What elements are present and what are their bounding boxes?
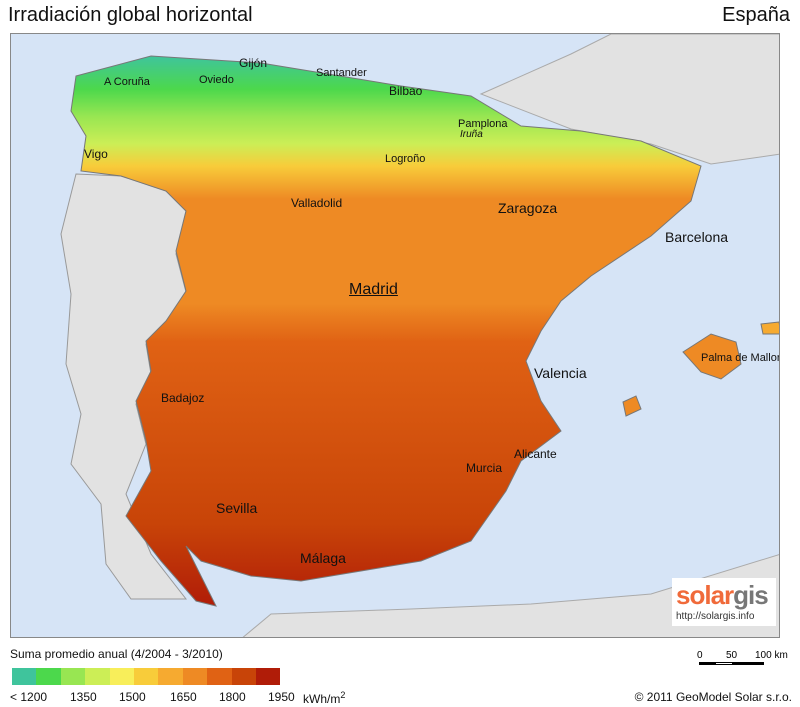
city-label: Gijón <box>239 56 268 70</box>
city-label: Bilbao <box>389 84 423 98</box>
city-label: Vigo <box>84 147 108 161</box>
map-svg <box>11 34 779 637</box>
logo-url: http://solargis.info <box>676 611 755 622</box>
city-label: Sevilla <box>216 500 258 516</box>
city-label: A Coruña <box>104 76 150 88</box>
africa-land <box>242 554 779 637</box>
irradiation-map: Gijón Oviedo Santander Bilbao A Coruña P… <box>10 33 780 638</box>
map-title: Irradiación global horizontal <box>8 4 253 26</box>
legend-swatch <box>12 668 37 685</box>
legend-swatch <box>85 668 110 685</box>
logo-text-gis: gis <box>733 580 769 610</box>
ibiza <box>622 395 642 417</box>
spain-land <box>70 55 702 607</box>
legend-tick: 1950 <box>268 690 295 704</box>
legend-swatch <box>255 668 281 685</box>
legend-swatch <box>133 668 159 685</box>
legend-title: Suma promedio anual (4/2004 - 3/2010) <box>10 647 223 661</box>
city-label: Badajoz <box>161 391 205 405</box>
logo-text-solar: solar <box>676 580 734 610</box>
mallorca <box>682 333 742 380</box>
scale-label: 0 <box>697 650 703 661</box>
city-label: Valladolid <box>291 196 343 210</box>
legend-unit: kWh/m2 <box>303 690 346 706</box>
copyright: © 2011 GeoModel Solar s.r.o. <box>634 690 792 704</box>
city-label: Logroño <box>385 153 426 165</box>
city-label: Oviedo <box>199 74 234 86</box>
scale-label: 100 km <box>755 650 788 661</box>
city-label: Valencia <box>534 365 587 381</box>
city-label: Barcelona <box>665 229 729 245</box>
city-label: Pamplona <box>458 118 508 130</box>
legend-color-bar <box>12 668 281 685</box>
legend-tick: 1350 <box>70 690 97 704</box>
legend-tick: 1650 <box>170 690 197 704</box>
legend-swatch <box>109 668 134 685</box>
legend-swatch <box>207 668 232 685</box>
legend-swatch <box>158 668 183 685</box>
legend-swatch <box>231 668 256 685</box>
legend-swatch <box>60 668 86 685</box>
city-label: Málaga <box>300 550 346 566</box>
country-label: España <box>722 4 790 26</box>
city-label-capital: Madrid <box>349 281 398 298</box>
legend-tick: 1500 <box>119 690 146 704</box>
city-label: Santander <box>316 67 367 79</box>
solargis-logo: solargis http://solargis.info <box>672 578 776 626</box>
legend-tick: 1800 <box>219 690 246 704</box>
city-label: Murcia <box>466 461 503 475</box>
city-label: Zaragoza <box>498 200 558 216</box>
scale-label: 50 <box>726 650 738 661</box>
legend-tick: < 1200 <box>10 690 48 704</box>
legend-swatch <box>182 668 208 685</box>
city-label: Palma de Mallorca <box>701 352 780 364</box>
legend-swatch <box>36 668 61 685</box>
city-label: Iruña <box>460 129 483 140</box>
city-label: Alicante <box>514 447 557 461</box>
menorca <box>760 321 779 335</box>
